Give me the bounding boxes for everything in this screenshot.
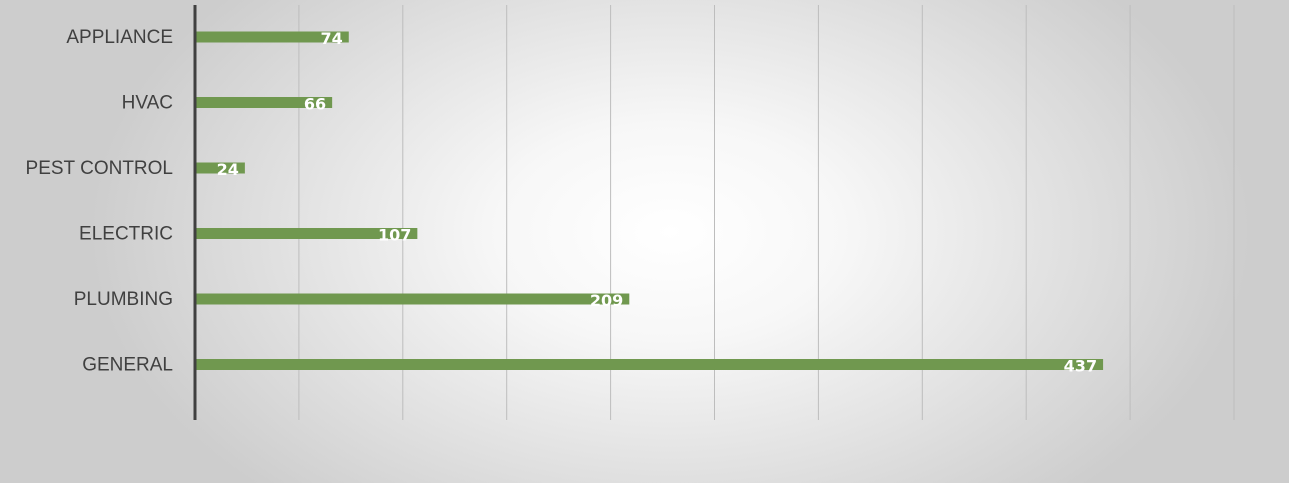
category-label: APPLIANCE: [66, 27, 173, 48]
data-label: 24: [217, 160, 239, 179]
data-label: 66: [304, 95, 326, 114]
category-label: PEST CONTROL: [26, 158, 173, 179]
bar: [195, 31, 349, 43]
category-label: PLUMBING: [74, 289, 173, 310]
bar: [195, 293, 630, 305]
bar: [195, 359, 1104, 370]
bar: [195, 228, 418, 239]
category-label: HVAC: [122, 93, 173, 114]
data-label: 74: [321, 29, 343, 48]
category-label: ELECTRIC: [79, 224, 173, 245]
data-label: 107: [378, 226, 411, 245]
bar: [195, 97, 333, 108]
category-label: GENERAL: [82, 355, 173, 376]
bar: [195, 162, 245, 174]
data-label: 437: [1064, 357, 1097, 376]
data-label: 209: [590, 291, 623, 310]
